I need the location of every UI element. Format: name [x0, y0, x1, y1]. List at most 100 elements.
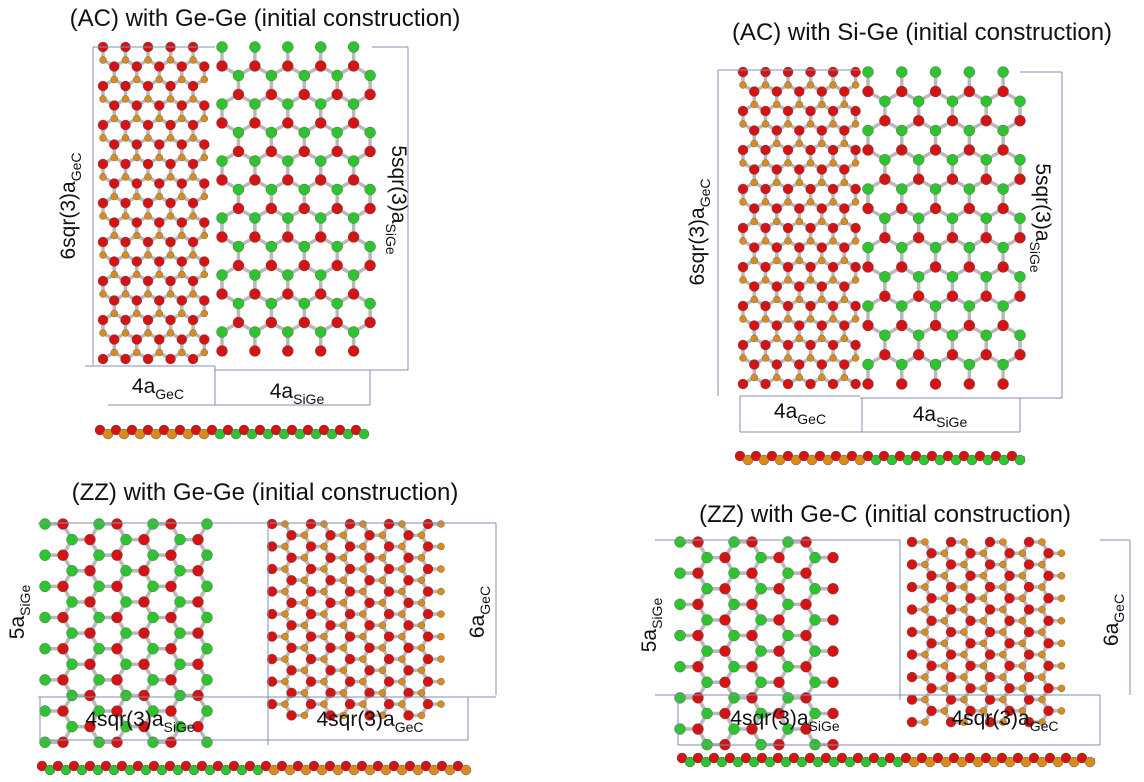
atom — [964, 145, 975, 156]
atom — [930, 67, 941, 78]
atom — [287, 665, 297, 675]
atom — [947, 213, 958, 224]
atom — [980, 617, 987, 624]
atom — [154, 257, 164, 267]
atom — [1024, 537, 1034, 547]
atom — [166, 237, 176, 247]
atom — [100, 252, 107, 259]
atom — [399, 611, 406, 618]
atom — [326, 620, 336, 630]
atom — [340, 532, 347, 539]
atom — [98, 354, 108, 364]
atom — [675, 724, 686, 735]
atom — [852, 82, 859, 89]
atom — [109, 335, 119, 345]
dimension-label: 5sqr(3)aSiGe — [1027, 163, 1054, 273]
atom — [1039, 606, 1046, 613]
atom — [946, 627, 956, 637]
atom — [1085, 757, 1095, 767]
label-main: 6a — [1100, 622, 1123, 646]
atom — [193, 659, 204, 670]
dimension-label: 6sqr(3)aGeC — [686, 179, 713, 286]
atom — [133, 115, 140, 122]
atom — [762, 238, 769, 245]
atom — [675, 568, 686, 579]
atom — [828, 646, 839, 657]
atom — [807, 82, 814, 89]
atom — [1058, 550, 1065, 557]
atom — [359, 429, 369, 439]
atom — [720, 677, 731, 688]
atom — [299, 70, 310, 81]
atom — [806, 340, 816, 350]
atom — [148, 737, 159, 748]
atom — [930, 242, 941, 253]
atom — [379, 689, 386, 696]
atom — [807, 277, 814, 284]
atom — [287, 575, 297, 585]
atom — [85, 659, 96, 670]
atom — [177, 335, 187, 345]
atom — [98, 315, 108, 325]
atom — [980, 685, 987, 692]
atom — [830, 121, 837, 128]
atom — [794, 282, 804, 292]
dimension-label: 4aSiGe — [270, 380, 325, 407]
atom — [58, 674, 69, 685]
atom — [896, 359, 907, 370]
atom — [762, 199, 769, 206]
atom — [166, 674, 177, 685]
atom — [828, 677, 839, 688]
atom — [818, 101, 825, 108]
atom — [139, 596, 150, 607]
atom — [964, 359, 975, 370]
atom — [190, 135, 197, 142]
atom — [807, 121, 814, 128]
atom — [301, 644, 308, 651]
atom — [773, 140, 780, 147]
atom — [927, 548, 937, 558]
atom — [1005, 683, 1015, 693]
atom — [122, 135, 129, 142]
atom — [67, 628, 78, 639]
atom — [783, 223, 793, 233]
label-sub: GeC — [155, 386, 184, 402]
atom — [794, 360, 804, 370]
atom — [830, 316, 837, 323]
dimension-label: 4aGeC — [774, 400, 826, 427]
atom — [418, 644, 425, 651]
atom — [67, 721, 78, 732]
atom — [964, 379, 975, 390]
atom — [379, 644, 386, 651]
atom — [841, 101, 848, 108]
atom — [249, 175, 260, 186]
atom — [761, 67, 771, 77]
atom — [830, 199, 837, 206]
atom — [199, 218, 209, 228]
atom — [794, 243, 804, 253]
atom — [841, 140, 848, 147]
atom — [907, 717, 917, 727]
atom — [930, 320, 941, 331]
label-sub: SiGe — [17, 585, 33, 616]
atom — [738, 184, 748, 194]
atom — [348, 61, 359, 72]
atom — [738, 301, 748, 311]
atom — [839, 282, 849, 292]
atom — [751, 257, 758, 264]
atom — [828, 262, 838, 272]
atom — [332, 184, 343, 195]
label-main: 4a — [132, 375, 156, 398]
atom — [404, 665, 414, 675]
atom — [379, 599, 386, 606]
atom — [133, 271, 140, 278]
atom — [202, 519, 213, 530]
label-sub: GeC — [68, 153, 84, 182]
label-sub: SiGe — [936, 414, 967, 430]
atom — [879, 349, 890, 360]
atom — [299, 203, 310, 214]
atom — [774, 583, 785, 594]
atom — [132, 257, 142, 267]
atom — [190, 330, 197, 337]
atom — [1039, 629, 1046, 636]
